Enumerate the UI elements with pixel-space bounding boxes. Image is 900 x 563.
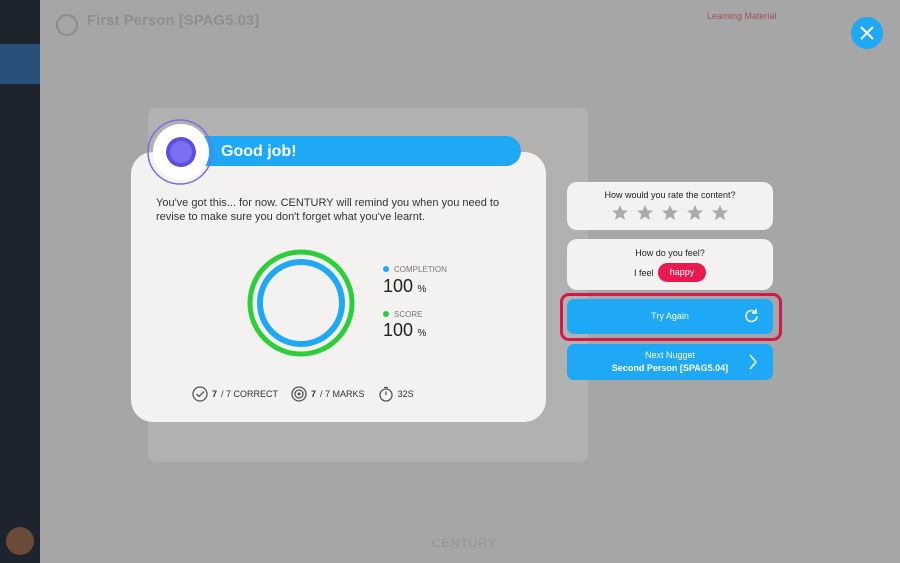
refresh-icon	[745, 309, 758, 323]
brand: CENTURY	[432, 536, 497, 550]
highlight-outline	[560, 293, 782, 341]
star[interactable]	[612, 205, 628, 220]
avatar	[6, 527, 34, 555]
feel-question: How do you feel?	[635, 248, 705, 258]
star[interactable]	[637, 205, 653, 220]
time: 32S	[397, 389, 414, 399]
rate-question: How would you rate the content?	[604, 190, 736, 200]
score-dot	[383, 311, 389, 317]
star[interactable]	[712, 205, 728, 220]
close-icon	[860, 26, 874, 40]
stats: 7/ 7 CORRECT 7/ 7 MARKS 32S	[192, 386, 414, 402]
score-unit: %	[417, 328, 427, 339]
result-modal: You've got this... for now. CENTURY will…	[131, 152, 546, 422]
completion-number: 100	[383, 276, 414, 296]
completion-value: 100 %	[383, 276, 426, 297]
title-banner: Good job!	[160, 136, 521, 166]
marks-rest: / 7 MARKS	[320, 389, 365, 399]
feel-value[interactable]: happy	[658, 263, 706, 282]
feel-card: How do you feel? I feel happy	[567, 239, 773, 290]
score-ring	[247, 249, 355, 357]
lesson-title: First Person [SPAG5.03]	[87, 12, 260, 29]
feel-prefix: I feel	[634, 268, 654, 278]
completion-ring	[257, 259, 345, 347]
next-label: Next Nugget	[644, 350, 696, 360]
star[interactable]	[662, 205, 678, 220]
stars	[612, 205, 728, 220]
close-button[interactable]	[851, 17, 883, 49]
score-value: 100 %	[383, 320, 426, 341]
completion-unit: %	[417, 284, 427, 295]
check-icon	[192, 386, 208, 402]
score-number: 100	[383, 320, 414, 340]
timer-icon	[378, 386, 393, 402]
correct-rest: / 7 CORRECT	[221, 389, 279, 399]
side-heading: Learning Material	[707, 11, 777, 21]
correct-count: 7	[212, 389, 218, 399]
completion-dot	[383, 266, 389, 272]
modal-title: Good job!	[221, 143, 297, 160]
rating-card: How would you rate the content?	[567, 182, 773, 230]
sidebar	[0, 0, 40, 563]
star[interactable]	[687, 205, 703, 220]
score-label: SCORE	[394, 310, 423, 319]
marks-count: 7	[311, 389, 317, 399]
badge	[147, 119, 213, 185]
try-again-button[interactable]: Try Again	[567, 299, 773, 334]
try-again-label: Try Again	[651, 311, 689, 321]
target-icon	[291, 386, 307, 402]
sidebar-active	[0, 44, 40, 84]
message: You've got this... for now. CENTURY will…	[156, 197, 500, 223]
next-title: Second Person [SPAG5.04]	[611, 363, 729, 373]
chevron-icon	[749, 354, 757, 370]
rings	[247, 249, 355, 357]
completion-label: COMPLETION	[394, 265, 447, 274]
lesson-icon	[56, 14, 78, 36]
next-nugget-button[interactable]: Next Nugget Second Person [SPAG5.04]	[567, 344, 773, 380]
